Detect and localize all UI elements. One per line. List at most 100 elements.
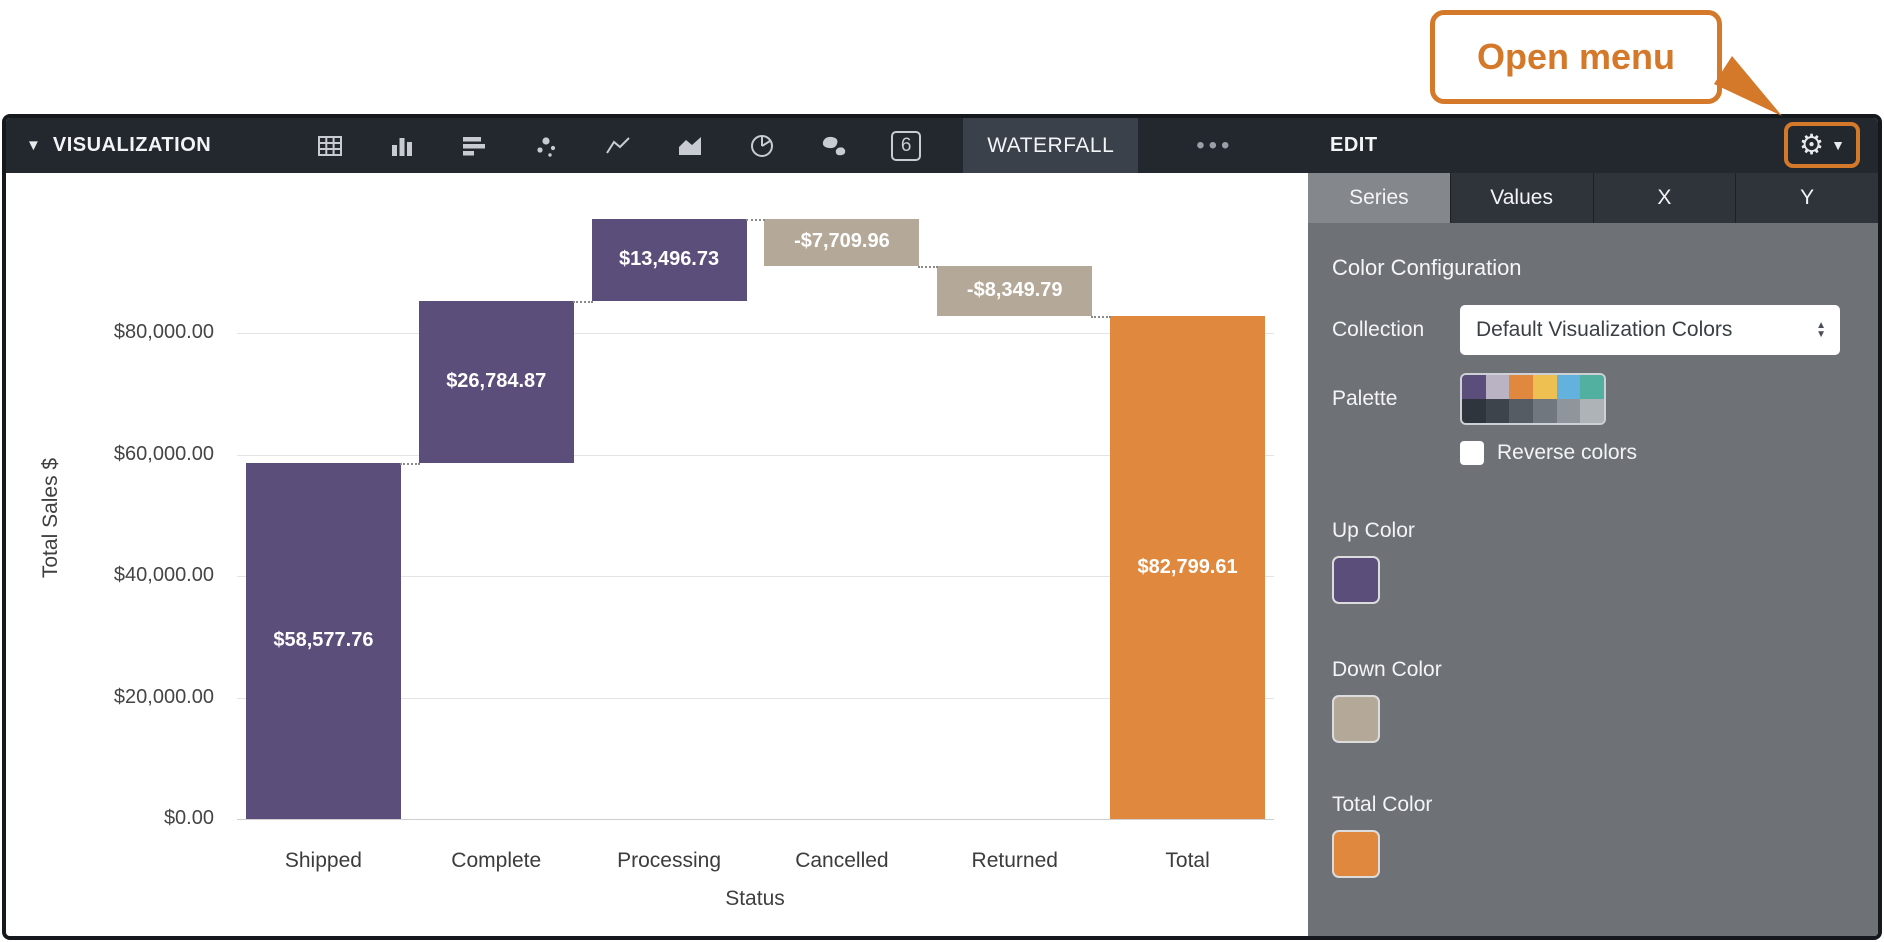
edit-panel-title: EDIT [1330,134,1378,156]
x-axis-title: Status [725,887,785,910]
waterfall-bar-cancelled[interactable] [764,218,920,266]
palette-color-cell [1509,399,1533,423]
bar-value-label: $13,496.73 [619,247,720,270]
waterfall-chart: Total Sales $ Status $0.00 $20,000.00 $40,… [6,173,1308,936]
reverse-colors-label: Reverse colors [1497,441,1638,464]
pie-chart-icon[interactable] [739,127,785,165]
gridline [237,697,1274,699]
visualization-toolbar: ▼ VISUALIZATION [6,118,1878,173]
series-tab-content: Color Configuration Collection Default V… [1308,223,1878,936]
y-tick-label: $60,000.00 [113,442,214,465]
down-color-label: Down Color [1332,658,1442,681]
bar-value-label: $58,577.76 [273,629,374,652]
y-tick-label: $20,000.00 [113,685,214,708]
waterfall-connector [399,463,420,466]
x-tick-label: Cancelled [795,849,889,872]
gridline [237,333,1274,335]
bar-value-label: $82,799.61 [1137,555,1238,578]
dropdown-stepper-icon: ▲ ▼ [1816,320,1826,340]
edit-header: EDIT ⚙ ▼ [1308,118,1878,173]
summary-number-icon[interactable]: 6 [883,127,929,165]
gear-icon: ⚙ [1799,129,1825,160]
bar-value-label: -$7,709.96 [794,230,890,253]
waterfall-bar-shipped[interactable] [245,463,401,819]
y-axis-title: Total Sales $ [39,457,62,579]
palette-color-cell [1462,399,1486,423]
open-menu-callout: Open menu [1430,10,1722,104]
y-tick-label: $80,000.00 [113,321,214,344]
waterfall-connector [745,218,766,221]
total-color-group: Total Color [1332,793,1852,878]
area-chart-icon[interactable] [667,127,713,165]
reverse-colors-checkbox[interactable] [1460,441,1484,465]
collection-dropdown[interactable]: Default Visualization Colors ▲ ▼ [1460,305,1840,355]
up-color-label: Up Color [1332,519,1415,542]
x-tick-label: Shipped [284,849,362,872]
map-icon[interactable] [811,127,857,165]
x-tick-label: Total [1165,849,1210,872]
waterfall-connector [918,265,939,268]
app-window: ▼ VISUALIZATION [2,114,1882,940]
bar-chart-icon[interactable] [379,127,425,165]
palette-swatch[interactable] [1460,373,1606,425]
bar-value-label: $26,784.87 [446,370,547,393]
palette-color-cell [1580,375,1604,399]
palette-color-cell [1532,375,1557,399]
waterfall-bar-complete[interactable] [418,300,574,464]
palette-color-cell [1462,375,1486,399]
collection-row: Collection Default Visualization Colors … [1332,305,1852,355]
gridline [237,576,1274,578]
x-tick-label: Complete [451,849,542,872]
palette-color-cell [1580,399,1604,423]
y-tick-label: $0.00 [163,807,214,829]
total-color-swatch[interactable] [1332,830,1380,878]
collection-dropdown-value: Default Visualization Colors [1476,318,1733,341]
app-body: Total Sales $ Status $0.00 $20,000.00 $40,… [6,173,1878,936]
palette-row: Palette [1332,373,1852,425]
waterfall-type-item[interactable]: WATERFALL [963,118,1139,173]
horizontal-bar-chart-icon[interactable] [451,127,497,165]
palette-color-cell [1485,399,1510,423]
edit-panel-tabs: Series Values X Y [1308,173,1878,223]
line-chart-icon[interactable] [595,127,641,165]
palette-label: Palette [1332,387,1398,410]
visualization-collapse-caret-icon[interactable]: ▼ [26,137,41,154]
scatter-icon[interactable] [523,127,569,165]
edit-panel: Series Values X Y Color Configuration Co… [1308,173,1878,936]
waterfall-bar-total[interactable] [1110,316,1266,819]
collection-label: Collection [1332,318,1425,341]
waterfall-connector [1091,316,1112,319]
more-options-button[interactable]: ••• [1196,131,1234,159]
settings-menu-button[interactable]: ⚙ ▼ [1784,122,1860,168]
table-icon[interactable] [307,127,353,165]
bar-value-label: -$8,349.79 [966,279,1063,302]
chevron-down-icon: ▼ [1831,137,1845,153]
palette-color-cell [1532,399,1557,423]
up-color-swatch[interactable] [1332,556,1380,604]
waterfall-bar-processing[interactable] [591,218,747,301]
visualization-section-label: VISUALIZATION [52,134,212,156]
palette-color-cell [1556,399,1581,423]
palette-color-cell [1556,375,1581,399]
summary-number-icon-text: 6 [891,130,922,161]
reverse-colors-row: Reverse colors [1460,441,1852,465]
tab-values[interactable]: Values [1449,173,1593,223]
palette-color-cell [1509,375,1533,399]
palette-color-cell [1485,375,1510,399]
tab-x[interactable]: X [1592,173,1736,223]
callout-arrow-icon [1714,56,1788,127]
tab-y[interactable]: Y [1735,173,1878,223]
chart-type-icon-row: 6 [307,127,929,165]
total-color-label: Total Color [1332,793,1433,816]
x-tick-label: Processing [617,849,722,872]
tab-series[interactable]: Series [1308,173,1450,223]
waterfall-bar-returned[interactable] [937,265,1093,317]
gridline [237,819,1274,820]
down-color-swatch[interactable] [1332,695,1380,743]
down-color-group: Down Color [1332,658,1852,743]
up-color-group: Up Color [1332,519,1852,604]
toolbar-left: ▼ VISUALIZATION [6,118,1308,173]
x-tick-label: Returned [971,849,1058,872]
open-menu-callout-label: Open menu [1476,36,1676,77]
y-tick-label: $40,000.00 [113,564,214,587]
